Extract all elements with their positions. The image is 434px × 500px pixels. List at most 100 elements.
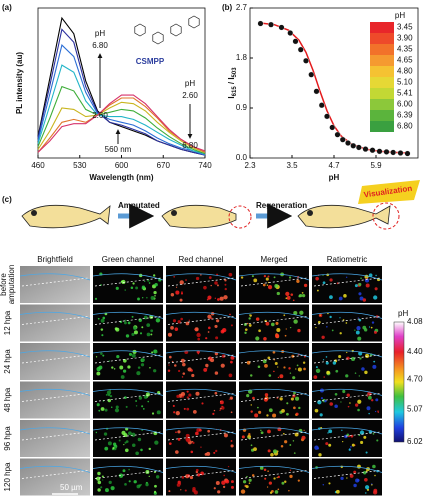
signal-spot xyxy=(272,413,277,418)
signal-spot xyxy=(246,360,251,365)
signal-spot xyxy=(101,475,104,478)
point xyxy=(339,136,346,143)
signal-spot xyxy=(345,276,348,278)
signal-spot xyxy=(365,277,368,280)
signal-spot xyxy=(216,284,219,287)
signal-spot xyxy=(207,429,211,433)
y-tick-label: 2.7 xyxy=(236,3,248,12)
signal-spot xyxy=(135,400,138,402)
signal-spot xyxy=(280,444,284,448)
signal-spot xyxy=(220,400,222,402)
signal-spot xyxy=(248,478,252,482)
signal-spot xyxy=(123,443,125,446)
x-tick-label: 3.5 xyxy=(286,161,298,170)
signal-spot xyxy=(146,332,151,337)
signal-spot xyxy=(220,363,225,368)
signal-spot xyxy=(279,397,283,401)
signal-spot xyxy=(316,289,319,292)
annotation: 2.60 xyxy=(182,91,198,100)
point xyxy=(369,147,376,154)
signal-spot xyxy=(348,448,351,451)
micrograph xyxy=(312,266,382,303)
tissue-outline xyxy=(19,350,91,358)
signal-spot xyxy=(285,297,288,300)
signal-spot xyxy=(206,298,209,301)
signal-spot xyxy=(175,411,180,416)
micrograph xyxy=(93,343,163,380)
signal-spot xyxy=(199,428,202,432)
legend-label: 3.45 xyxy=(397,23,413,32)
molecule xyxy=(152,31,164,45)
signal-spot xyxy=(257,365,261,368)
signal-spot xyxy=(137,297,140,301)
micrograph xyxy=(239,458,309,496)
signal-spot xyxy=(358,375,360,377)
signal-spot xyxy=(167,332,172,337)
legend-label: 6.80 xyxy=(397,122,413,131)
signal-spot xyxy=(208,326,211,330)
legend-label: 4.65 xyxy=(397,56,413,65)
signal-spot xyxy=(329,402,334,406)
point xyxy=(329,124,336,131)
signal-spot xyxy=(100,407,105,411)
signal-spot xyxy=(373,360,376,363)
signal-spot xyxy=(354,372,357,374)
signal-spot xyxy=(175,450,179,454)
signal-spot xyxy=(248,433,251,436)
signal-spot xyxy=(365,451,368,454)
signal-spot xyxy=(313,375,318,379)
point xyxy=(278,24,285,31)
signal-spot xyxy=(377,411,379,414)
signal-spot xyxy=(362,471,367,475)
signal-spot xyxy=(366,488,370,491)
signal-spot xyxy=(197,473,201,477)
signal-spot xyxy=(112,447,115,450)
signal-spot xyxy=(272,449,278,454)
signal-spot xyxy=(180,358,185,363)
signal-spot xyxy=(274,333,280,338)
signal-spot xyxy=(359,430,365,435)
spectrum xyxy=(37,101,206,153)
legend-label: 4.80 xyxy=(397,67,413,76)
annotation: pH xyxy=(95,29,105,38)
legend-swatch xyxy=(370,22,394,33)
signal-spot xyxy=(293,319,298,324)
signal-spot xyxy=(138,396,143,400)
signal-spot xyxy=(266,486,269,488)
amputation-line xyxy=(167,277,235,287)
signal-spot xyxy=(298,406,301,410)
signal-spot xyxy=(273,276,276,279)
signal-spot xyxy=(181,376,184,378)
signal-spot xyxy=(373,330,377,334)
signal-spot xyxy=(100,318,105,323)
signal-spot xyxy=(189,475,194,480)
signal-spot xyxy=(171,360,174,363)
signal-spot xyxy=(172,319,177,323)
signal-spot xyxy=(150,296,155,301)
signal-spot xyxy=(358,318,362,322)
signal-spot xyxy=(206,451,211,456)
signal-spot xyxy=(264,477,267,480)
amputation-line xyxy=(167,354,235,364)
signal-spot xyxy=(296,279,300,284)
signal-spot xyxy=(320,397,324,400)
signal-spot xyxy=(175,286,178,288)
signal-spot xyxy=(354,329,356,331)
molecule xyxy=(188,15,200,29)
signal-spot xyxy=(288,276,292,279)
point xyxy=(362,146,369,153)
amputation-line xyxy=(167,393,235,402)
signal-spot xyxy=(283,366,286,369)
signal-spot xyxy=(345,374,349,378)
signal-spot xyxy=(96,403,100,407)
signal-spot xyxy=(216,319,220,323)
signal-spot xyxy=(263,468,267,471)
signal-spot xyxy=(180,489,182,491)
signal-spot xyxy=(183,407,186,410)
signal-spot xyxy=(175,431,177,434)
micrograph xyxy=(166,343,236,380)
signal-spot xyxy=(316,447,320,450)
legend-title: pH xyxy=(395,11,405,20)
y-tick-label: 0.9 xyxy=(236,103,248,112)
tissue-outline xyxy=(238,311,310,319)
